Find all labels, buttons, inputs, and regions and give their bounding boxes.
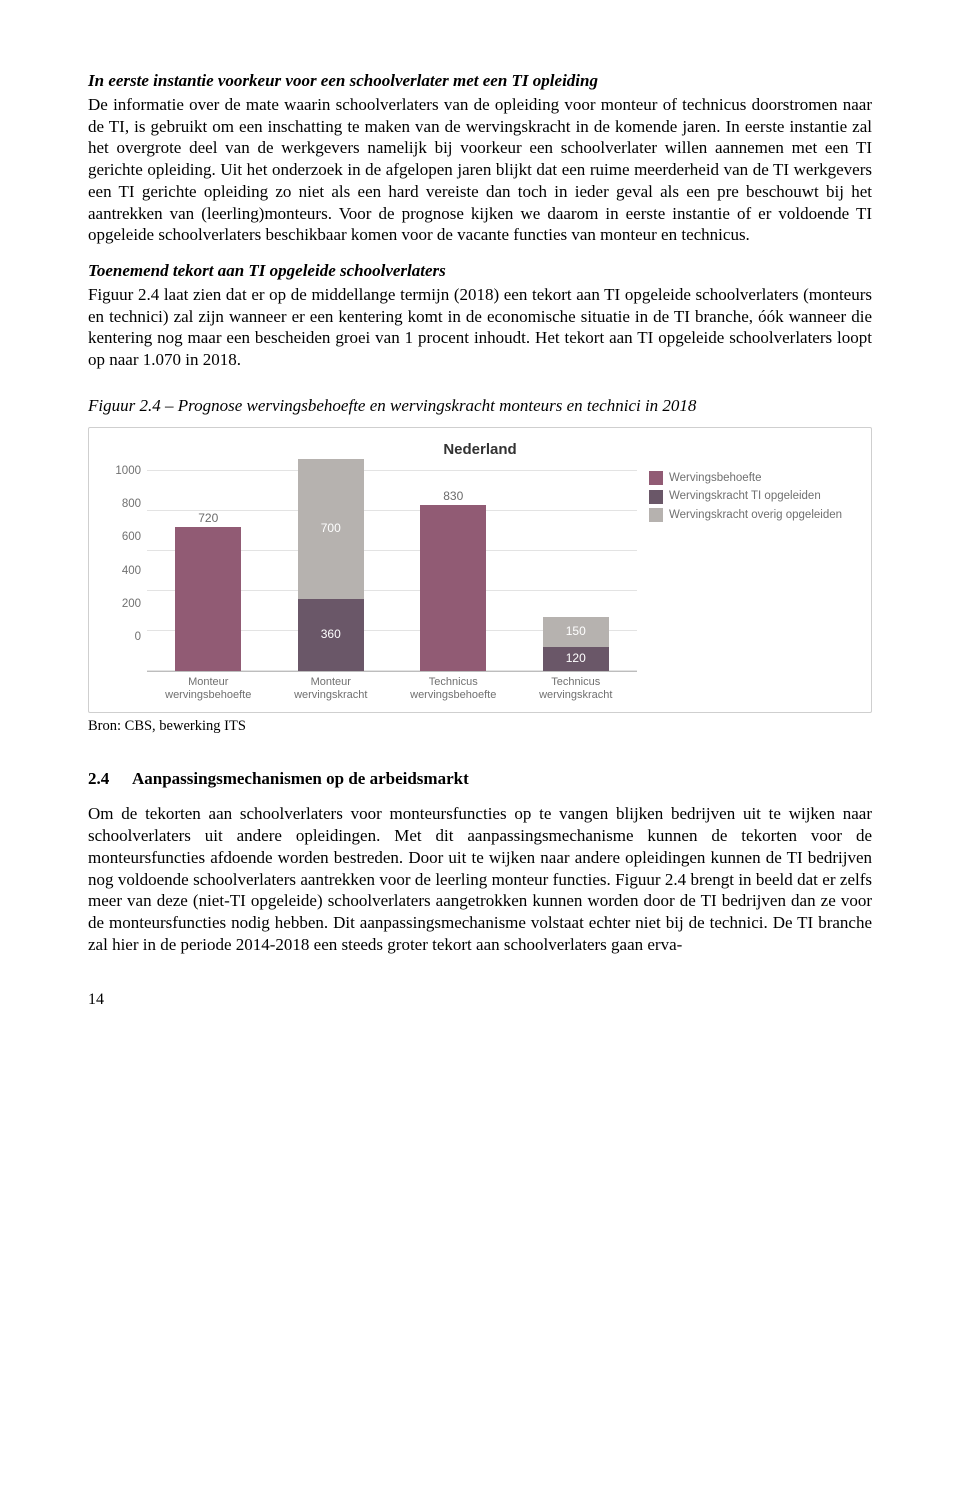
bar-segment [420,505,486,671]
y-tick: 400 [122,564,141,597]
chart-title: Nederland [101,440,859,459]
x-axis-label: Technicuswervingsbehoefte [392,676,515,702]
paragraph-1: De informatie over de mate waarin school… [88,94,872,246]
chart-y-axis: 10008006004002000 [101,471,147,671]
chart-category-slot: 150120 [515,471,638,671]
x-axis-label: Technicuswervingskracht [515,676,638,702]
bar-segment: 120 [543,647,609,671]
chart-container: Nederland 10008006004002000 720 700360 830… [88,427,872,714]
subheading-1: In eerste instantie voorkeur voor een sc… [88,70,872,92]
legend-label: Wervingskracht TI opgeleiden [669,489,821,504]
legend-item: Wervingskracht TI opgeleiden [649,489,859,504]
legend-label: Wervingsbehoefte [669,471,761,486]
x-axis-label: Monteurwervingskracht [270,676,393,702]
bar-segment: 150 [543,617,609,647]
chart-x-axis: MonteurwervingsbehoefteMonteurwervingskr… [147,671,637,702]
x-axis-label: Monteurwervingsbehoefte [147,676,270,702]
section-title: Aanpassingsmechanismen op de arbeidsmark… [132,769,469,788]
section-number: 2.4 [88,768,132,790]
paragraph-3: Om de tekorten aan schoolverlaters voor … [88,803,872,955]
y-tick: 200 [122,597,141,630]
chart-bar: 720 [175,527,241,671]
bar-segment: 700 [298,459,364,599]
figure-caption: Figuur 2.4 – Prognose wervingsbehoefte e… [88,395,872,417]
legend-swatch [649,490,663,504]
y-tick: 1000 [115,464,141,497]
bar-top-label: 830 [420,489,486,504]
chart-legend: Wervingsbehoefte Wervingskracht TI opgele… [637,471,859,702]
y-tick: 800 [122,497,141,530]
section-heading-2-4: 2.4Aanpassingsmechanismen op de arbeidsm… [88,768,872,790]
chart-source: Bron: CBS, bewerking ITS [88,717,872,736]
bar-top-label: 720 [175,511,241,526]
bar-segment [175,527,241,671]
legend-swatch [649,471,663,485]
chart-category-slot: 830 [392,471,515,671]
chart-bar: 700360 [298,459,364,671]
chart-plot-area: 720 700360 830 150120 [147,471,637,671]
y-tick: 600 [122,530,141,563]
chart-plot: 720 700360 830 150120 Monteurwervingsbehoef… [147,471,637,702]
chart-category-slot: 700360 [270,471,393,671]
legend-swatch [649,508,663,522]
chart-category-slot: 720 [147,471,270,671]
chart-bar: 150120 [543,617,609,671]
chart-bar: 830 [420,505,486,671]
bar-segment: 360 [298,599,364,671]
legend-item: Wervingskracht overig opgeleiden [649,508,859,523]
paragraph-2: Figuur 2.4 laat zien dat er op de middel… [88,284,872,371]
page-number: 14 [88,990,872,1010]
legend-item: Wervingsbehoefte [649,471,859,486]
y-tick: 0 [135,630,141,663]
subheading-2: Toenemend tekort aan TI opgeleide school… [88,260,872,282]
legend-label: Wervingskracht overig opgeleiden [669,508,842,523]
